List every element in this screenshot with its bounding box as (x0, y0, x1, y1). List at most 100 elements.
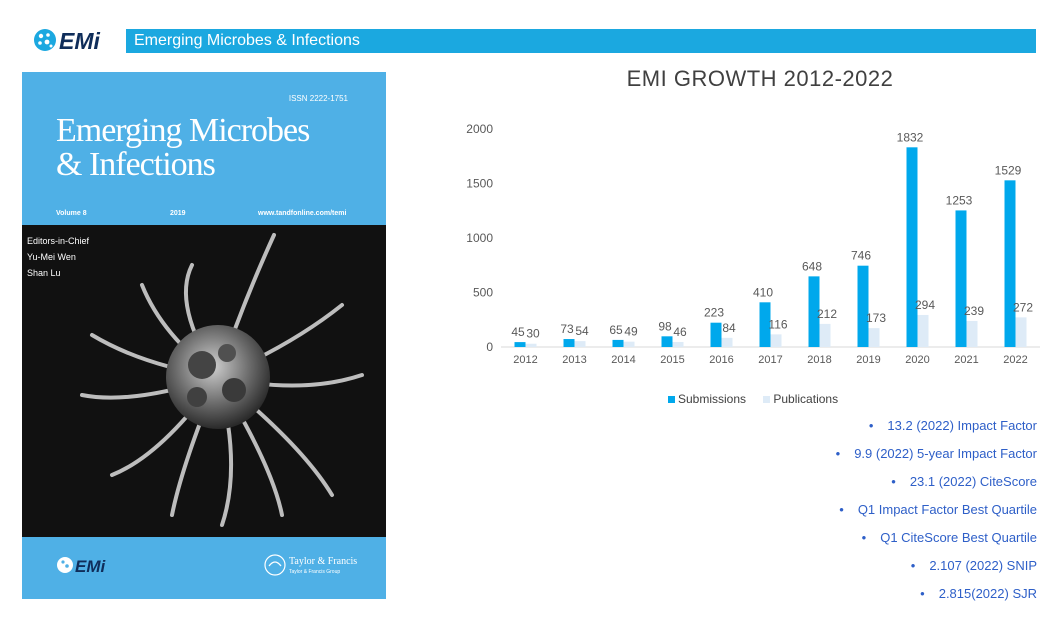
data-label: 223 (704, 306, 724, 320)
data-label: 45 (511, 325, 525, 339)
metric-text: Q1 Impact Factor Best Quartile (857, 502, 1037, 517)
cover-volume: Volume 8 (56, 210, 87, 217)
bullet: • (920, 586, 925, 601)
bar-publications (721, 337, 733, 347)
cover-title-line2: & Infections (56, 146, 216, 183)
y-tick-label: 1500 (466, 177, 493, 191)
chart-legend: Submissions Publications (668, 392, 838, 406)
x-tick-label: 2020 (905, 354, 929, 366)
bar-publications (770, 334, 782, 347)
bar-submissions (1004, 180, 1016, 347)
metric-text: 9.9 (2022) 5-year Impact Factor (854, 446, 1037, 461)
x-tick-label: 2022 (1003, 354, 1027, 366)
publisher-name: Taylor & Francis (289, 556, 357, 567)
cover-year: 2019 (170, 210, 186, 217)
emi-logo: EMi (34, 28, 101, 54)
bar-publications (917, 314, 929, 347)
x-tick-label: 2016 (709, 354, 733, 366)
journal-cover: ISSN 2222-1751 Emerging Microbes & Infec… (22, 72, 386, 599)
data-label: 648 (802, 259, 822, 273)
publisher-group: Taylor & Francis Group (289, 569, 340, 575)
bar-publications (1015, 317, 1027, 347)
data-label: 49 (624, 325, 638, 339)
growth-bar-chart: 0 500 1000 1500 2000 2012 45 30 2013 73 54 2014 65 49… (466, 122, 1040, 366)
data-label: 1253 (946, 193, 973, 207)
bullet: • (839, 502, 844, 517)
data-label: 173 (866, 311, 886, 325)
data-label: 239 (964, 304, 984, 318)
bar-publications (819, 323, 831, 347)
bar-publications (868, 328, 880, 347)
x-tick-label: 2015 (660, 354, 684, 366)
bar-submissions (808, 276, 820, 347)
metric-text: 23.1 (2022) CiteScore (909, 474, 1037, 489)
cover-emi-logo: EMi (57, 557, 107, 576)
bar-submissions (906, 147, 918, 347)
x-tick-label: 2014 (611, 354, 635, 366)
metric-citescore: • 23.1 (2022) CiteScore (836, 470, 1037, 498)
bar-submissions (759, 302, 771, 347)
bullet: • (910, 558, 916, 573)
metric-snip: • 2.107 (2022) SNIP (836, 554, 1037, 582)
microbe-illustration (80, 233, 364, 527)
cover-image-panel: Editors-in-Chief Yu-Mei Wen Shan Lu (22, 225, 386, 537)
x-tick-label: 2019 (856, 354, 880, 366)
data-label: 1529 (995, 163, 1022, 177)
metric-sjr: • 2.815(2022) SJR (836, 582, 1037, 610)
data-label: 294 (915, 298, 935, 312)
editor-name: Yu-Mei Wen (27, 252, 76, 262)
cover-title-line1: Emerging Microbes (56, 112, 310, 149)
logo-text: EMi (59, 28, 101, 54)
data-label: 46 (673, 325, 687, 339)
metric-text: 2.107 (2022) SNIP (929, 558, 1037, 573)
bar-submissions (514, 342, 526, 347)
legend-label: Submissions (678, 392, 747, 406)
data-label: 65 (609, 323, 623, 337)
cover-title: Emerging Microbes & Infections (56, 112, 310, 183)
y-tick-label: 1000 (466, 231, 493, 245)
bullet: • (891, 474, 896, 489)
taylor-francis-logo: Taylor & Francis Taylor & Francis Group (264, 554, 357, 576)
metric-impact-factor: • 13.2 (2022) Impact Factor (836, 414, 1037, 442)
x-tick-label: 2013 (562, 354, 586, 366)
bar-submissions (612, 339, 624, 347)
data-label: 116 (768, 317, 787, 331)
data-label: 84 (722, 321, 736, 335)
x-tick-label: 2017 (758, 354, 782, 366)
editor-name: Shan Lu (27, 268, 61, 278)
cover-issn: ISSN 2222-1751 (288, 94, 348, 103)
metrics-list: • 13.2 (2022) Impact Factor • 9.9 (2022) 5… (836, 414, 1037, 610)
data-label: 272 (1013, 300, 1033, 314)
bar-submissions (563, 339, 575, 347)
bar-submissions (955, 210, 967, 347)
metric-text: 13.2 (2022) Impact Factor (887, 418, 1037, 433)
data-label: 73 (560, 322, 574, 336)
cover-editors: Editors-in-Chief Yu-Mei Wen Shan Lu (27, 233, 89, 281)
cover-logo-text: EMi (75, 557, 107, 576)
bar-publications (574, 341, 586, 347)
bar-publications (966, 320, 978, 347)
bullet: • (835, 446, 841, 461)
editors-heading: Editors-in-Chief (27, 236, 90, 246)
metric-if-quartile: • Q1 Impact Factor Best Quartile (836, 498, 1037, 526)
bar-publications (672, 341, 684, 347)
chart-title: EMI GROWTH 2012-2022 (626, 66, 894, 91)
cover-website: www.tandfonline.com/temi (258, 210, 347, 217)
data-label: 30 (526, 327, 540, 341)
y-tick-label: 0 (486, 340, 493, 354)
data-label: 746 (851, 249, 871, 263)
bar-submissions (857, 265, 869, 347)
metric-text: Q1 CiteScore Best Quartile (880, 530, 1037, 545)
legend-swatch-publications (763, 396, 771, 404)
bar-submissions (661, 336, 673, 347)
data-label: 1832 (897, 130, 924, 144)
bullet: • (861, 530, 867, 545)
bar-publications (623, 341, 635, 347)
data-label: 212 (817, 307, 837, 321)
y-tick-label: 500 (473, 286, 493, 300)
legend-item-submissions: Submissions (668, 392, 746, 406)
x-tick-label: 2018 (807, 354, 831, 366)
data-label: 410 (753, 285, 773, 299)
data-label: 98 (658, 319, 672, 333)
y-tick-label: 2000 (466, 122, 493, 136)
